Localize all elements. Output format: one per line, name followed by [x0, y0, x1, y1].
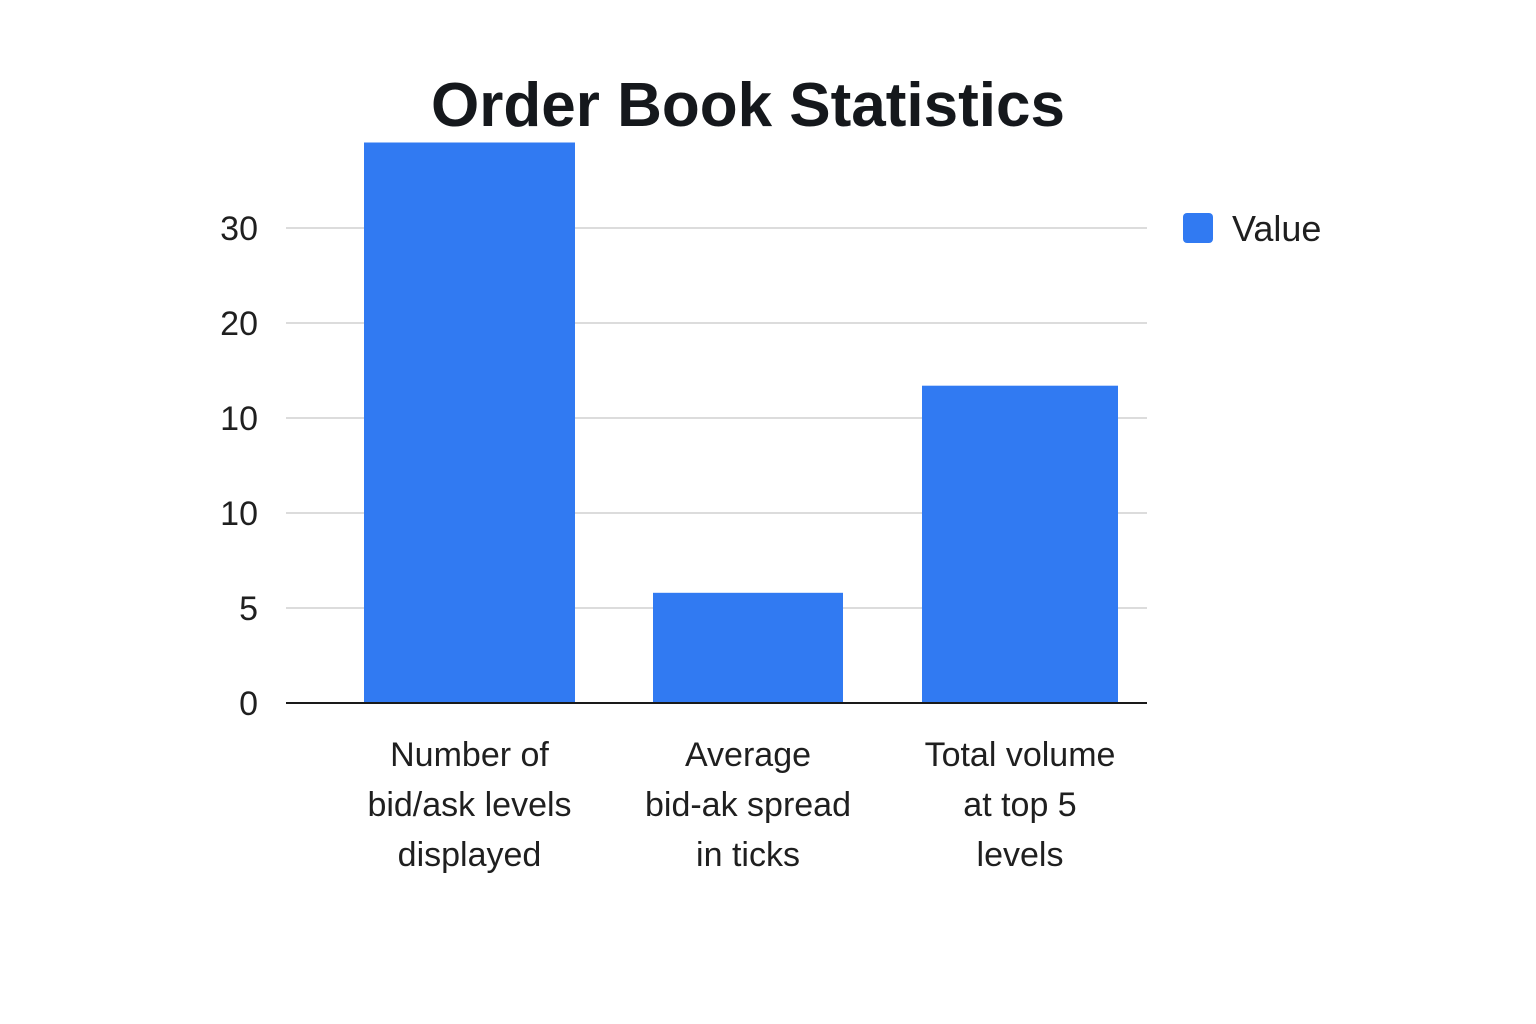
x-category-label: Average bid-ak spread in ticks: [645, 736, 851, 874]
y-tick-label: 10: [220, 400, 258, 438]
y-tick-label: 10: [220, 495, 258, 533]
bar: [364, 142, 575, 703]
x-category-label-line: Average: [685, 736, 811, 774]
x-category-label-line: bid/ask levels: [367, 786, 571, 824]
x-category-label: Number of bid/ask levels displayed: [367, 736, 571, 874]
chart-title: Order Book Statistics: [431, 71, 1065, 140]
legend: Value: [1183, 208, 1321, 249]
x-category-label-line: Total volume: [925, 736, 1116, 774]
x-category-label-line: at top 5: [963, 786, 1076, 824]
bar: [653, 592, 843, 703]
bar: [922, 385, 1118, 703]
x-category-label-line: levels: [977, 836, 1064, 874]
y-tick-label: 0: [239, 685, 258, 723]
x-category-label-line: in ticks: [696, 836, 800, 874]
y-axis-ticks: 0 5 10 10 20 30: [220, 210, 258, 723]
legend-swatch-value: [1183, 213, 1213, 243]
x-category-label-line: displayed: [398, 836, 542, 874]
x-category-label-line: Number of: [390, 736, 549, 774]
y-tick-label: 20: [220, 305, 258, 343]
x-category-label: Total volume at top 5 levels: [925, 736, 1116, 874]
x-category-label-line: bid-ak spread: [645, 786, 851, 824]
bars: [364, 142, 1118, 703]
x-axis-categories: Number of bid/ask levels displayed Average b…: [367, 736, 1115, 874]
y-tick-label: 30: [220, 210, 258, 248]
y-tick-label: 5: [239, 590, 258, 628]
legend-label-value: Value: [1232, 208, 1321, 249]
